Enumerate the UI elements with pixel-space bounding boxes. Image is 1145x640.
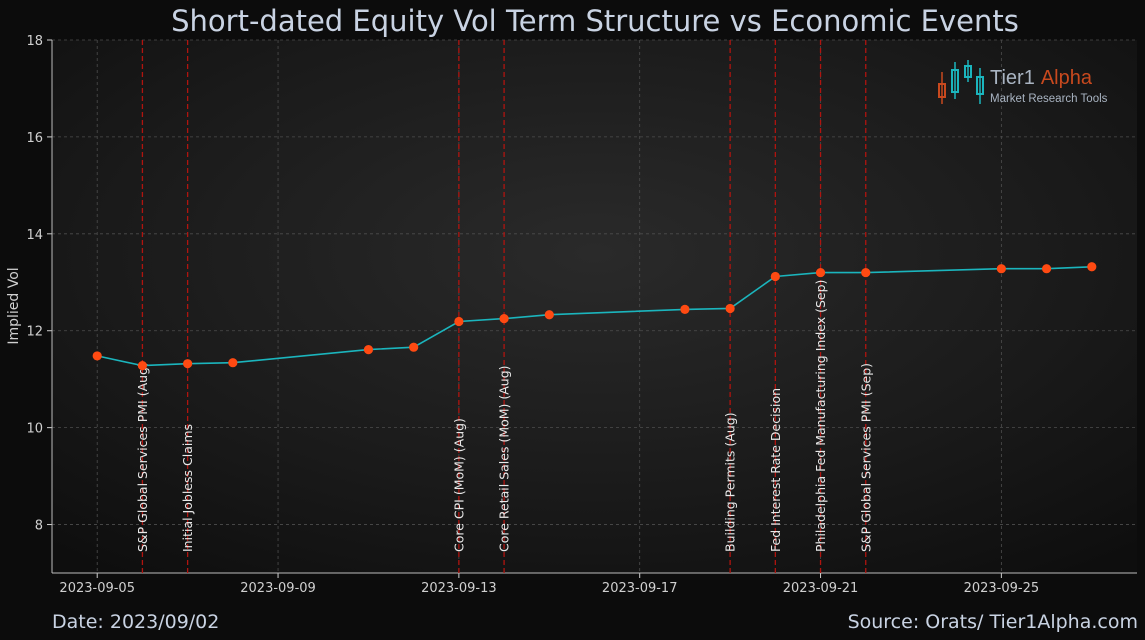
data-point xyxy=(454,316,464,327)
y-tick-label: 8 xyxy=(35,519,43,534)
axes: 8 10 12 14 16 18 2023-09-05 2023-09-09 2023-09-1… xyxy=(26,34,1137,596)
y-tick-label: 16 xyxy=(26,131,43,146)
event-label: S&P Global Services PMI (Aug) xyxy=(135,362,150,552)
data-point xyxy=(228,358,238,368)
footer-date: Date: 2023/09/02 xyxy=(52,611,219,633)
x-tick-label: 2023-09-21 xyxy=(783,581,859,596)
data-point xyxy=(363,345,374,355)
y-tick-label: 10 xyxy=(26,422,43,437)
candlestick-logo-icon xyxy=(938,60,984,104)
data-point xyxy=(499,314,509,324)
data-point xyxy=(544,310,554,320)
event-label: Philadelphia Fed Manufacturing Index (Se… xyxy=(813,280,828,552)
y-axis-label: Implied Vol xyxy=(6,267,22,344)
data-point xyxy=(1041,264,1052,274)
data-point xyxy=(770,271,780,282)
data-point xyxy=(409,342,419,352)
event-label: Fed Interest Rate Decision xyxy=(768,388,783,552)
event-markers: S&P Global Services PMI (Aug) Initial Job… xyxy=(135,40,873,573)
data-point xyxy=(137,361,148,371)
logo-name-main: Tier1 xyxy=(990,67,1035,89)
chart-title: Short-dated Equity Vol Term Structure vs… xyxy=(171,4,1019,38)
event-label: Core CPI (MoM) (Aug) xyxy=(451,418,466,552)
brand-logo: Tier1 Alpha Market Research Tools xyxy=(938,60,1108,105)
data-point xyxy=(996,264,1006,274)
data-point xyxy=(680,304,690,315)
x-tick-label: 2023-09-05 xyxy=(59,581,135,596)
logo-tagline: Market Research Tools xyxy=(990,93,1108,105)
footer-source: Source: Orats/ Tier1Alpha.com xyxy=(848,611,1138,633)
data-point xyxy=(183,359,193,369)
series-layer xyxy=(92,262,1097,371)
event-label: Initial Jobless Claims xyxy=(180,424,195,552)
data-point xyxy=(1087,262,1097,272)
x-tick-label: 2023-09-13 xyxy=(421,581,497,596)
y-tick-label: 18 xyxy=(26,34,43,49)
x-tick-label: 2023-09-25 xyxy=(964,581,1040,596)
event-label: S&P Global Services PMI (Sep) xyxy=(858,363,873,552)
event-label: Building Permits (Aug) xyxy=(723,412,738,552)
logo-wordmark: Tier1 Alpha xyxy=(990,67,1093,89)
data-point xyxy=(92,351,102,361)
x-tick-label: 2023-09-09 xyxy=(240,581,316,596)
data-point xyxy=(725,303,735,314)
logo-name-accent: Alpha xyxy=(1041,67,1093,89)
data-point xyxy=(861,267,871,278)
y-tick-label: 12 xyxy=(26,325,43,340)
event-label: Core Retail Sales (MoM) (Aug) xyxy=(497,365,512,552)
plot-background xyxy=(52,40,1137,573)
data-point xyxy=(815,267,826,278)
y-tick-label: 14 xyxy=(26,228,43,243)
x-tick-label: 2023-09-17 xyxy=(602,581,678,596)
